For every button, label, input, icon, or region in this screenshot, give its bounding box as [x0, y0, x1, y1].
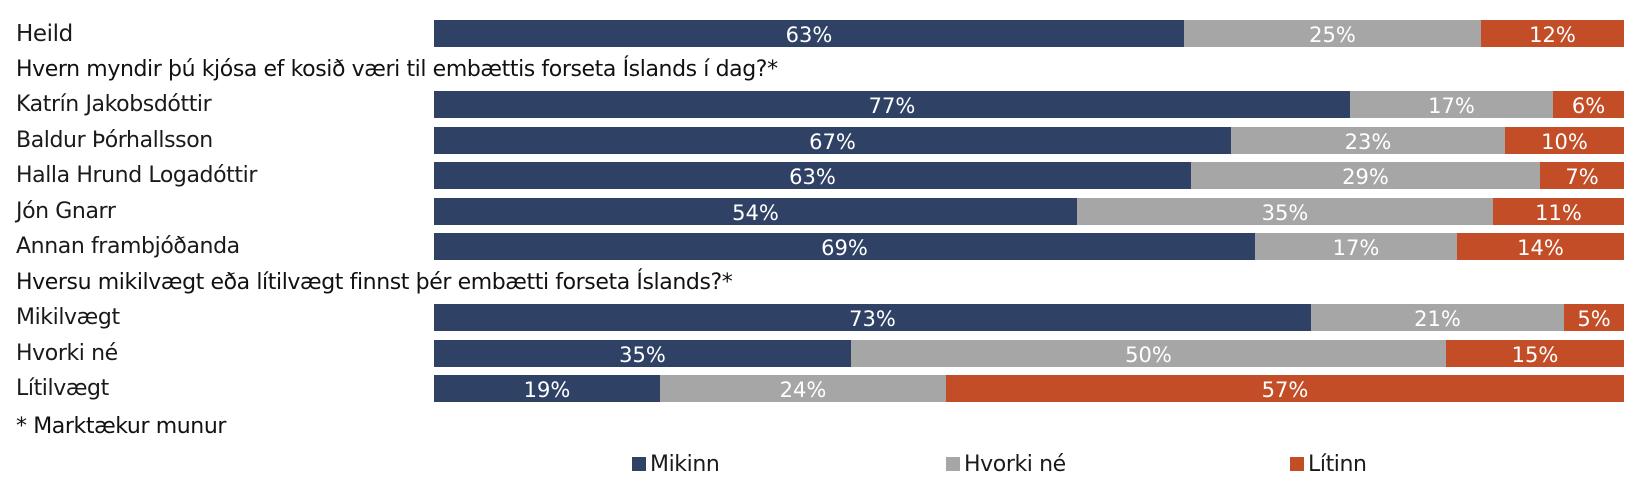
stacked-bar: 63% 29% 7%	[434, 162, 1624, 189]
stacked-bar: 69% 17% 14%	[434, 233, 1624, 260]
row-label: Halla Hrund Logadóttir	[16, 163, 257, 188]
legend-label: Mikinn	[650, 451, 720, 477]
bar-segment-litinn: 10%	[1505, 126, 1624, 154]
bar-segment-hvorki: 23%	[1231, 126, 1505, 154]
row-label: Baldur Þórhallsson	[16, 127, 213, 153]
row-label: Katrín Jakobsdóttir	[16, 92, 212, 117]
bar-row: Annan frambjóðanda 69% 17% 14%	[0, 229, 1640, 265]
bar-segment-hvorki: 24%	[660, 375, 946, 402]
row-label: Jón Gnarr	[16, 198, 116, 224]
bar-row: Katrín Jakobsdóttir 77% 17% 6%	[0, 87, 1640, 123]
row-label: Hvorki né	[16, 340, 118, 366]
legend-label: Lítinn	[1308, 451, 1367, 477]
bar-segment-mikinn: 67%	[434, 126, 1231, 154]
bar-segment-mikinn: 63%	[434, 20, 1184, 47]
bar-segment-litinn: 7%	[1540, 162, 1624, 189]
bar-segment-mikinn: 54%	[434, 197, 1077, 225]
bar-segment-litinn: 6%	[1553, 91, 1624, 118]
bar-row: Jón Gnarr 54% 35% 11%	[0, 194, 1640, 230]
bar-segment-hvorki: 25%	[1184, 20, 1481, 47]
bar-row: Baldur Þórhallsson 67% 23% 10%	[0, 123, 1640, 159]
row-label: Heild	[16, 21, 73, 47]
stacked-bar: 19% 24% 57%	[434, 375, 1624, 402]
bar-segment-litinn: 15%	[1446, 339, 1624, 367]
stacked-bar: 67% 23% 10%	[434, 126, 1624, 154]
legend-item-litinn: Lítinn	[1290, 446, 1367, 482]
legend-swatch	[946, 457, 960, 471]
bar-row: Mikilvægt 73% 21% 5%	[0, 300, 1640, 336]
legend: Mikinn Hvorki né Lítinn	[0, 446, 1640, 482]
bar-segment-hvorki: 50%	[851, 339, 1446, 367]
stacked-bar: 77% 17% 6%	[434, 91, 1624, 118]
bar-row: Hvorki né 35% 50% 15%	[0, 336, 1640, 372]
section-heading: Hvern myndir þú kjósa ef kosið væri til …	[16, 56, 778, 82]
bar-row: Halla Hrund Logadóttir 63% 29% 7%	[0, 158, 1640, 194]
bar-segment-mikinn: 63%	[434, 162, 1191, 189]
legend-swatch	[1290, 457, 1304, 471]
bar-row: Lítilvægt 19% 24% 57%	[0, 371, 1640, 407]
stacked-bar: 35% 50% 15%	[434, 339, 1624, 367]
bar-segment-litinn: 5%	[1564, 304, 1624, 331]
stacked-bar: 63% 25% 12%	[434, 20, 1624, 47]
bar-segment-mikinn: 73%	[434, 304, 1311, 331]
bar-segment-litinn: 11%	[1493, 197, 1624, 225]
bar-segment-hvorki: 17%	[1350, 91, 1553, 118]
legend-swatch	[632, 457, 646, 471]
legend-item-mikinn: Mikinn	[632, 446, 720, 482]
bar-segment-mikinn: 19%	[434, 375, 660, 402]
bar-segment-hvorki: 29%	[1191, 162, 1540, 189]
stacked-bar: 54% 35% 11%	[434, 197, 1624, 225]
section-heading: Hversu mikilvægt eða lítilvægt finnst þé…	[16, 269, 733, 295]
bar-segment-hvorki: 17%	[1255, 233, 1457, 260]
stacked-bar: 73% 21% 5%	[434, 304, 1624, 331]
row-label: Mikilvægt	[16, 305, 120, 330]
bar-segment-mikinn: 35%	[434, 339, 851, 367]
bar-segment-litinn: 12%	[1481, 20, 1624, 47]
bar-segment-hvorki: 35%	[1077, 197, 1493, 225]
bar-segment-mikinn: 77%	[434, 91, 1350, 118]
row-label: Lítilvægt	[16, 376, 109, 401]
footnote: * Marktækur munur	[16, 414, 227, 439]
bar-segment-litinn: 14%	[1457, 233, 1624, 260]
legend-label: Hvorki né	[964, 451, 1066, 477]
bar-segment-litinn: 57%	[946, 375, 1624, 402]
row-label: Annan frambjóðanda	[16, 234, 240, 259]
bar-row: Heild 63% 25% 12%	[0, 16, 1640, 52]
bar-segment-mikinn: 69%	[434, 233, 1255, 260]
bar-segment-hvorki: 21%	[1311, 304, 1564, 331]
legend-item-hvorki: Hvorki né	[946, 446, 1066, 482]
